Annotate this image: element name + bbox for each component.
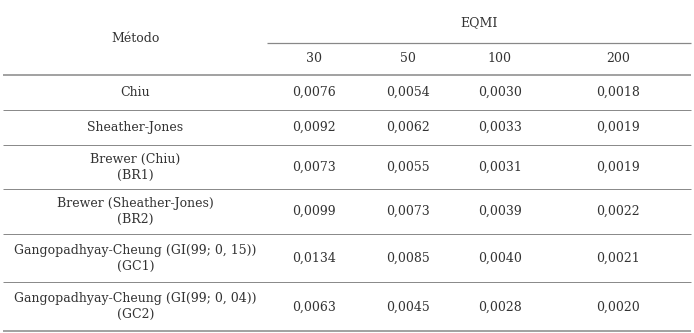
- Text: EQMI: EQMI: [460, 16, 498, 29]
- Text: 0,0019: 0,0019: [595, 161, 640, 174]
- Text: 0,0033: 0,0033: [477, 121, 522, 134]
- Text: Chiu: Chiu: [121, 86, 150, 99]
- Text: 0,0020: 0,0020: [595, 300, 640, 313]
- Text: Brewer (Sheather-Jones)
(BR2): Brewer (Sheather-Jones) (BR2): [57, 197, 214, 226]
- Text: 200: 200: [606, 52, 629, 65]
- Text: 50: 50: [400, 52, 416, 65]
- Text: 0,0076: 0,0076: [292, 86, 336, 99]
- Text: 0,0039: 0,0039: [477, 205, 522, 218]
- Text: Sheather-Jones: Sheather-Jones: [87, 121, 183, 134]
- Text: 0,0019: 0,0019: [595, 121, 640, 134]
- Text: Brewer (Chiu)
(BR1): Brewer (Chiu) (BR1): [90, 153, 180, 182]
- Text: 0,0028: 0,0028: [477, 300, 522, 313]
- Text: Gangopadhyay-Cheung (GI(99; 0, 15))
(GC1): Gangopadhyay-Cheung (GI(99; 0, 15)) (GC1…: [14, 243, 257, 273]
- Text: 0,0031: 0,0031: [477, 161, 522, 174]
- Text: 100: 100: [488, 52, 511, 65]
- Text: 0,0073: 0,0073: [292, 161, 336, 174]
- Text: 0,0021: 0,0021: [595, 251, 640, 265]
- Text: 0,0099: 0,0099: [292, 205, 336, 218]
- Text: Método: Método: [111, 32, 160, 45]
- Text: 0,0030: 0,0030: [477, 86, 522, 99]
- Text: 0,0054: 0,0054: [386, 86, 430, 99]
- Text: 0,0045: 0,0045: [386, 300, 430, 313]
- Text: 0,0073: 0,0073: [386, 205, 430, 218]
- Text: 0,0040: 0,0040: [477, 251, 522, 265]
- Text: 0,0092: 0,0092: [292, 121, 336, 134]
- Text: 0,0062: 0,0062: [386, 121, 430, 134]
- Text: 0,0063: 0,0063: [292, 300, 336, 313]
- Text: 30: 30: [306, 52, 322, 65]
- Text: 0,0085: 0,0085: [386, 251, 430, 265]
- Text: 0,0022: 0,0022: [596, 205, 639, 218]
- Text: 0,0134: 0,0134: [292, 251, 336, 265]
- Text: 0,0055: 0,0055: [386, 161, 430, 174]
- Text: 0,0018: 0,0018: [595, 86, 640, 99]
- Text: Gangopadhyay-Cheung (GI(99; 0, 04))
(GC2): Gangopadhyay-Cheung (GI(99; 0, 04)) (GC2…: [14, 292, 257, 321]
